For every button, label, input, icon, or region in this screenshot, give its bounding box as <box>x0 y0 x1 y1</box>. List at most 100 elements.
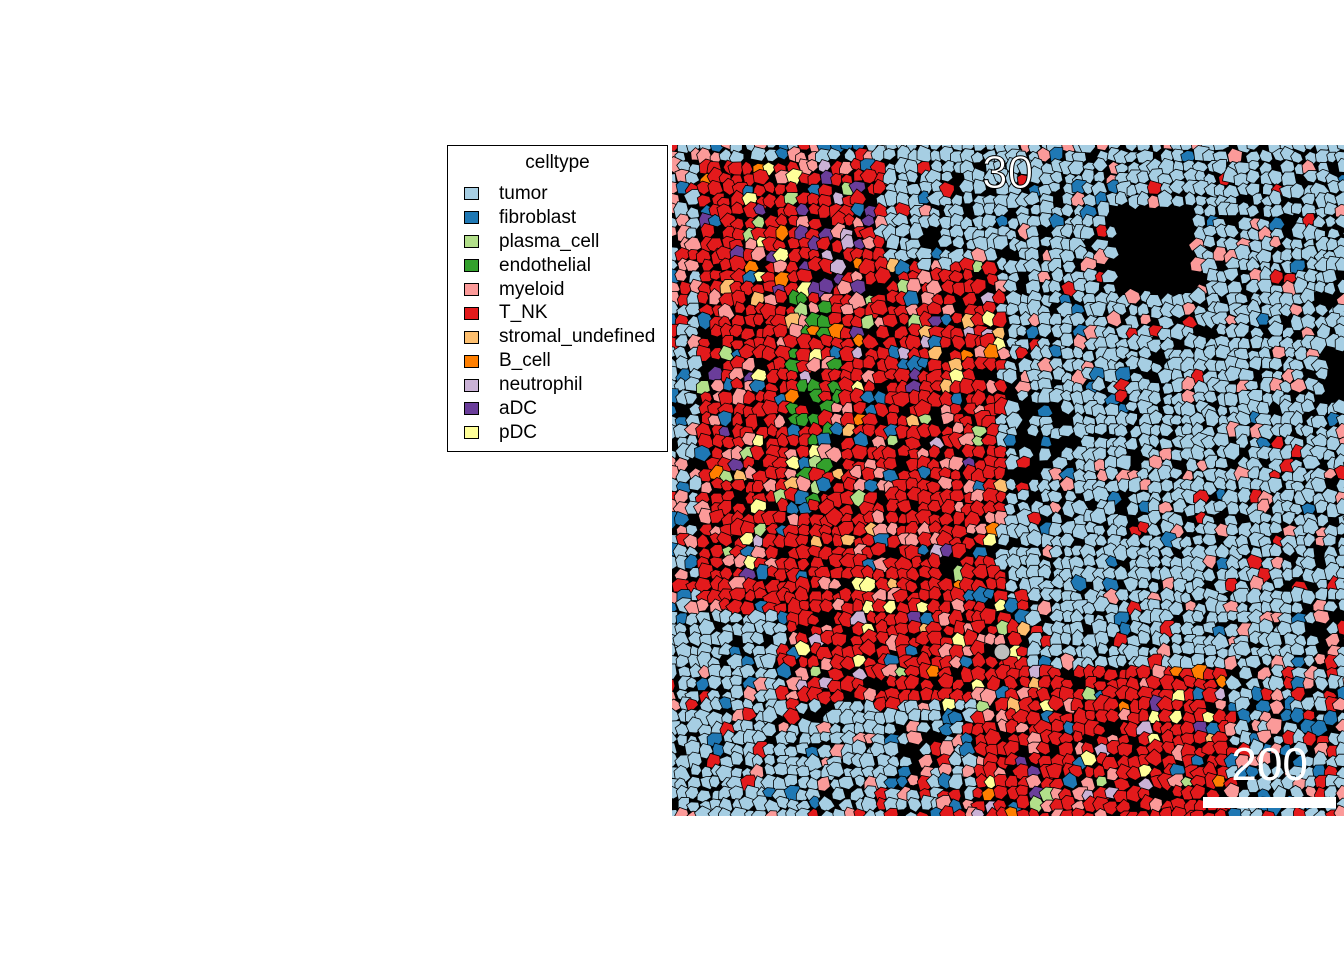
cell-stromal-undefined <box>841 422 857 437</box>
cell-t-nk <box>1105 708 1120 724</box>
cell-tumor <box>1316 513 1330 528</box>
cell-tumor <box>1234 292 1249 305</box>
cell-t-nk <box>807 613 820 626</box>
legend-label: stromal_undefined <box>499 326 656 348</box>
cell-tumor <box>749 146 767 162</box>
cell-tumor <box>1301 454 1322 470</box>
cell-tumor <box>905 247 920 260</box>
cell-tumor <box>1238 665 1254 681</box>
cell-tumor <box>885 233 900 251</box>
cell-t-nk <box>762 180 776 195</box>
cell-myeloid <box>1312 609 1331 625</box>
legend-swatch <box>464 330 479 344</box>
cell-t-nk <box>1059 809 1076 816</box>
cell-tumor <box>1246 145 1261 151</box>
cell-t-nk <box>1137 520 1150 535</box>
cell-adc <box>795 202 810 217</box>
cell-t-nk <box>906 566 921 582</box>
cell-tumor <box>895 797 908 811</box>
cell-tumor <box>1170 536 1184 551</box>
cell-myeloid <box>828 577 843 590</box>
cell-tumor <box>1083 337 1100 351</box>
cell-fibroblast <box>904 644 919 657</box>
cell-plasma-cell <box>809 665 822 678</box>
cell-t-nk <box>929 380 944 393</box>
cell-myeloid <box>695 598 710 613</box>
cell-t-nk <box>873 266 892 285</box>
cell-tumor <box>1059 223 1074 239</box>
cell-t-nk <box>730 201 745 215</box>
cell-t-nk <box>972 786 985 799</box>
cell-fibroblast <box>709 145 724 153</box>
cell-tumor <box>1314 367 1329 381</box>
cell-tumor <box>1060 399 1076 416</box>
cell-tumor <box>1191 609 1205 623</box>
cell-t-nk <box>1144 748 1163 768</box>
cell-tumor <box>1112 543 1130 562</box>
cell-tumor <box>1314 676 1330 692</box>
cell-tumor <box>1084 423 1097 435</box>
cell-myeloid <box>700 481 713 494</box>
legend-swatch <box>464 426 479 440</box>
cell-tumor <box>1151 145 1163 153</box>
cell-t-nk <box>992 784 1008 801</box>
cell-t-nk <box>817 257 835 276</box>
cell-myeloid <box>1302 676 1315 690</box>
cell-tumor <box>1039 235 1053 248</box>
cell-t-nk <box>795 191 811 205</box>
cell-t-nk <box>952 510 966 526</box>
cell-tumor <box>1334 191 1344 208</box>
cell-t-nk <box>728 587 747 602</box>
cell-tumor <box>1148 433 1161 449</box>
cell-t-nk <box>709 347 724 361</box>
cell-myeloid <box>905 730 924 746</box>
cell-t-nk <box>752 313 765 327</box>
cell-tumor <box>1004 411 1024 430</box>
cell-tumor <box>1047 181 1061 193</box>
cell-tumor <box>1190 585 1206 602</box>
cell-tumor <box>1213 145 1230 151</box>
cell-t-nk <box>1125 784 1143 803</box>
cell-tumor <box>1060 446 1076 462</box>
cell-tumor <box>1101 268 1119 284</box>
cell-myeloid <box>1182 301 1198 316</box>
cell-unlabeled <box>993 643 1011 661</box>
cell-fibroblast <box>959 655 974 670</box>
cell-t-nk <box>950 311 964 325</box>
cell-t-nk <box>883 807 899 816</box>
cell-t-nk <box>970 278 987 295</box>
cell-t-nk <box>993 378 1008 394</box>
cell-myeloid <box>839 303 855 317</box>
cell-myeloid <box>765 810 779 816</box>
cell-tumor <box>1124 354 1140 371</box>
cell-t-nk <box>672 678 676 693</box>
cell-tumor <box>1289 642 1306 656</box>
cell-tumor <box>1168 179 1187 195</box>
cell-tumor <box>1117 478 1131 494</box>
cell-pdc <box>852 653 868 668</box>
cell-t-nk <box>751 479 766 493</box>
legend-swatch <box>464 235 479 249</box>
cell-fibroblast <box>1002 433 1017 447</box>
cell-t-nk <box>1047 730 1065 747</box>
cell-tumor <box>1083 613 1095 627</box>
cell-tumor <box>1124 436 1139 451</box>
cell-plasma-cell <box>860 314 875 330</box>
cell-tumor <box>1236 487 1253 504</box>
cell-t-nk <box>696 533 711 549</box>
cell-tumor <box>1269 204 1285 218</box>
cell-tumor <box>1192 204 1206 216</box>
cell-tumor <box>973 145 988 152</box>
cell-t-nk <box>993 445 1008 459</box>
cell-tumor <box>1310 476 1328 493</box>
cell-fibroblast <box>775 661 793 680</box>
cell-t-nk <box>952 808 967 816</box>
cell-tumor <box>1314 280 1328 294</box>
cell-tumor <box>1004 453 1021 471</box>
cell-t-nk <box>928 585 943 601</box>
cell-tumor <box>1026 587 1042 603</box>
cell-tumor <box>1334 214 1344 229</box>
cell-tumor <box>672 555 679 570</box>
cell-tumor <box>1300 398 1316 413</box>
cell-fibroblast <box>1279 743 1293 758</box>
